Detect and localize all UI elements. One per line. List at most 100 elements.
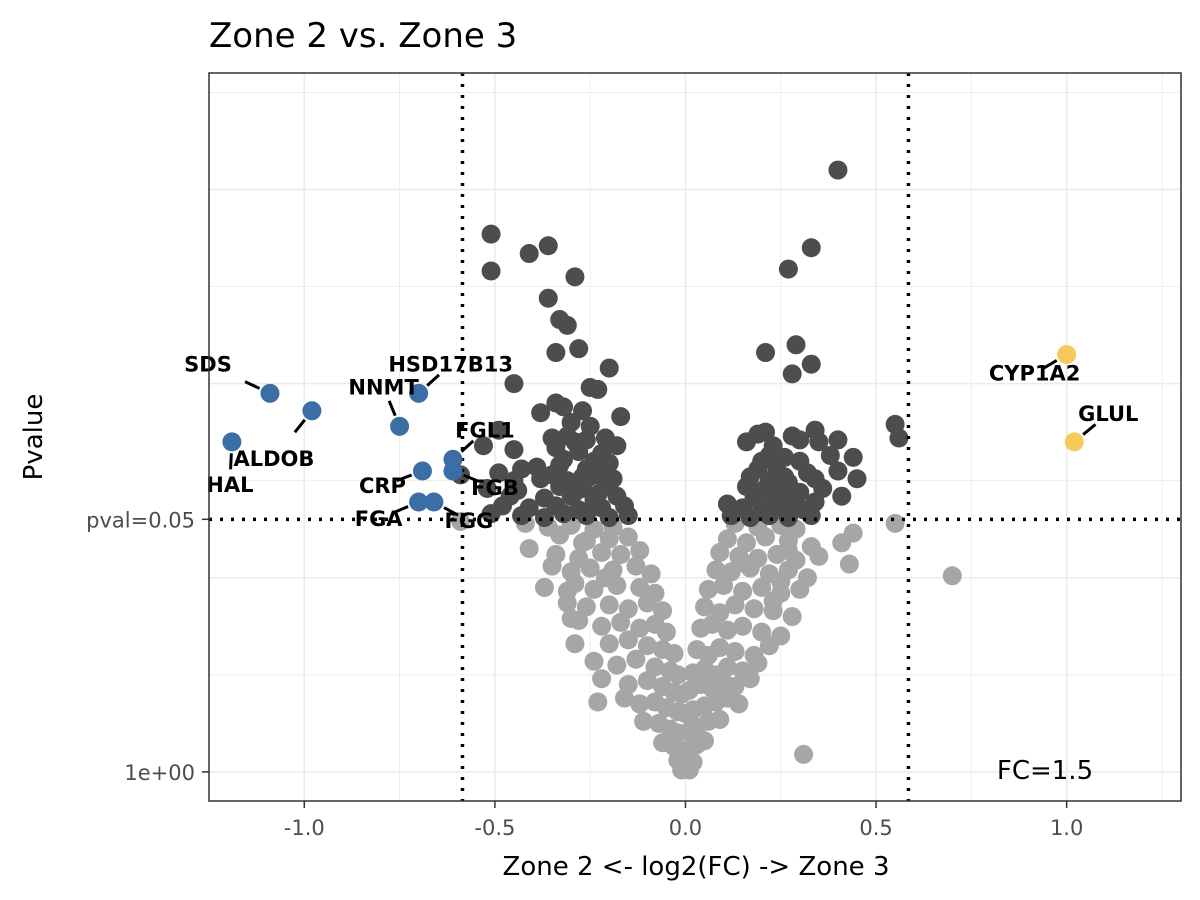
sig-point bbox=[504, 440, 524, 460]
sig-point bbox=[767, 486, 787, 506]
ns-point bbox=[748, 653, 768, 673]
label-connector bbox=[387, 400, 397, 417]
ns-point bbox=[656, 622, 676, 642]
ns-point bbox=[630, 541, 650, 561]
gene-label-glul: GLUL bbox=[1078, 402, 1138, 426]
sig-point bbox=[473, 436, 493, 456]
ns-point bbox=[550, 525, 570, 545]
x-tick-label: 0.0 bbox=[669, 816, 702, 840]
sig-point bbox=[588, 379, 608, 399]
sig-point bbox=[778, 259, 798, 279]
ns-point bbox=[584, 579, 604, 599]
ns-point bbox=[637, 593, 657, 613]
sig-point bbox=[748, 482, 768, 502]
ns-point bbox=[519, 539, 539, 559]
gene-label-nnmt: NNMT bbox=[348, 375, 419, 399]
ns-point bbox=[637, 636, 657, 656]
ns-point bbox=[599, 595, 619, 615]
sig-point bbox=[588, 484, 608, 504]
ns-point bbox=[752, 577, 772, 597]
sig-point bbox=[756, 343, 776, 363]
ns-point bbox=[630, 618, 650, 638]
y-axis-ticks: pval=0.05 1e+00 bbox=[86, 508, 209, 785]
sig-point bbox=[569, 339, 589, 359]
ns-point bbox=[668, 665, 688, 685]
ns-point bbox=[942, 566, 962, 586]
ns-point bbox=[710, 638, 730, 658]
sig-point bbox=[553, 397, 573, 417]
sig-point bbox=[573, 467, 593, 487]
ns-point bbox=[710, 709, 730, 729]
ns-point bbox=[763, 591, 783, 611]
sig-point bbox=[512, 506, 532, 526]
sig-point bbox=[820, 445, 840, 465]
sig-point bbox=[565, 267, 585, 287]
sig-point bbox=[763, 436, 783, 456]
sig-point bbox=[546, 343, 566, 363]
ns-point bbox=[592, 616, 612, 636]
ns-point bbox=[451, 511, 471, 531]
gene-point-hsd17b13 bbox=[409, 383, 429, 403]
ns-point bbox=[725, 642, 745, 662]
gene-label-crp: CRP bbox=[359, 474, 406, 498]
ns-point bbox=[759, 636, 779, 656]
ns-point bbox=[588, 692, 608, 712]
ns-point bbox=[733, 616, 753, 636]
ns-point bbox=[744, 599, 764, 619]
sig-point bbox=[553, 504, 573, 524]
gene-point-nnmt bbox=[390, 416, 410, 436]
ns-point bbox=[614, 688, 634, 708]
sig-point bbox=[801, 506, 821, 526]
sig-point bbox=[538, 288, 558, 308]
sig-point bbox=[801, 354, 821, 374]
sig-point bbox=[599, 453, 619, 473]
sig-point bbox=[489, 420, 509, 440]
sig-point bbox=[519, 244, 539, 264]
gene-point-crp bbox=[412, 461, 432, 481]
gene-point-fga bbox=[409, 492, 429, 512]
y-tick-label: 1e+00 bbox=[124, 761, 195, 785]
ns-point bbox=[618, 527, 638, 547]
sig-point bbox=[573, 401, 593, 421]
ns-point bbox=[637, 671, 657, 691]
sig-point bbox=[828, 430, 848, 450]
sig-point bbox=[889, 428, 909, 448]
gene-label-fga: FGA bbox=[355, 507, 404, 531]
gene-point-sds bbox=[260, 383, 280, 403]
gene-point-fgb bbox=[443, 461, 463, 481]
ns-point bbox=[736, 554, 756, 574]
ns-point bbox=[592, 669, 612, 689]
label-connector bbox=[463, 473, 480, 483]
sig-point bbox=[607, 436, 627, 456]
ns-point bbox=[794, 744, 814, 764]
ns-point bbox=[729, 694, 749, 714]
gene-label-fgg: FGG bbox=[444, 509, 493, 533]
ns-point bbox=[771, 572, 791, 592]
gene-point-cyp1a2 bbox=[1057, 344, 1077, 364]
gene-point-hal bbox=[222, 432, 242, 452]
ns-point bbox=[756, 527, 776, 547]
sig-point bbox=[828, 461, 848, 481]
label-connector bbox=[426, 373, 441, 387]
sig-point bbox=[542, 465, 562, 485]
gene-point-aldob bbox=[302, 401, 322, 421]
gene-label-fgb: FGB bbox=[471, 476, 519, 500]
ns-point bbox=[618, 630, 638, 650]
sig-point bbox=[782, 496, 802, 516]
label-connector bbox=[293, 418, 306, 434]
sig-point bbox=[542, 428, 562, 448]
ns-point bbox=[573, 533, 593, 553]
sig-point bbox=[565, 432, 585, 452]
gene-label-fgl1: FGL1 bbox=[455, 418, 515, 442]
sig-point bbox=[790, 430, 810, 450]
ns-point bbox=[595, 568, 615, 588]
label-connector bbox=[396, 473, 413, 483]
sig-point bbox=[752, 451, 772, 471]
sig-point bbox=[550, 310, 570, 330]
ns-point bbox=[740, 669, 760, 689]
sig-point bbox=[828, 160, 848, 180]
sig-point bbox=[481, 261, 501, 281]
threshold-lines bbox=[209, 73, 1181, 801]
ns-point bbox=[790, 579, 810, 599]
